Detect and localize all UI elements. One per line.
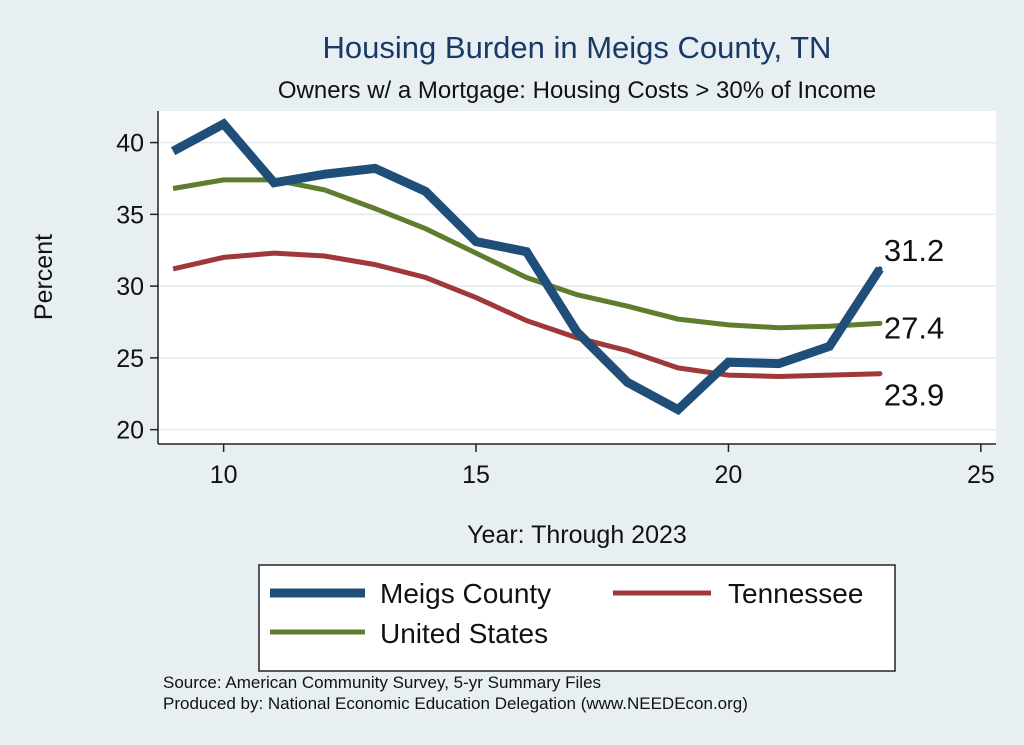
y-tick-label-25: 25 <box>116 345 144 373</box>
end-label-united-states: 27.4 <box>884 310 944 345</box>
legend-label-tennessee: Tennessee <box>728 578 863 609</box>
y-axis-label: Percent <box>30 234 58 320</box>
series-lines <box>170 118 884 416</box>
y-tick-label-30: 30 <box>116 273 144 301</box>
y-tick-label-40: 40 <box>116 130 144 158</box>
series-end-point-united-states <box>877 320 883 326</box>
gridlines <box>158 141 996 431</box>
chart-subtitle: Owners w/ a Mortgage: Housing Costs > 30… <box>278 77 876 104</box>
series-line-tennessee <box>172 250 880 380</box>
x-tick-label-15: 15 <box>462 461 490 489</box>
series-line-meigs-county <box>170 118 884 416</box>
x-tick-label-10: 10 <box>210 461 238 489</box>
end-label-meigs-county: 31.2 <box>884 233 944 268</box>
plot-area <box>158 111 996 444</box>
end-labels: 31.2 23.9 27.4 <box>884 233 944 413</box>
legend-box <box>258 564 896 672</box>
legend-label-meigs: Meigs County <box>380 578 551 609</box>
series-end-point-meigs-county <box>877 266 883 272</box>
axis-ticks: 20 25 30 35 40 10 15 20 25 <box>116 130 995 489</box>
x-tick-label-25: 25 <box>967 461 995 489</box>
legend-label-us: United States <box>380 618 548 649</box>
end-label-tennessee: 23.9 <box>884 378 944 413</box>
x-axis-label: Year: Through 2023 <box>467 521 687 549</box>
y-tick-label-35: 35 <box>116 201 144 229</box>
series-end-point-tennessee <box>877 371 883 377</box>
producer-note: Produced by: National Economic Education… <box>163 694 748 713</box>
y-tick-label-20: 20 <box>116 417 144 445</box>
chart-title: Housing Burden in Meigs County, TN <box>323 30 832 65</box>
legend: Meigs County Tennessee United States <box>258 564 896 672</box>
x-tick-label-20: 20 <box>715 461 743 489</box>
source-note: Source: American Community Survey, 5-yr … <box>163 673 601 692</box>
